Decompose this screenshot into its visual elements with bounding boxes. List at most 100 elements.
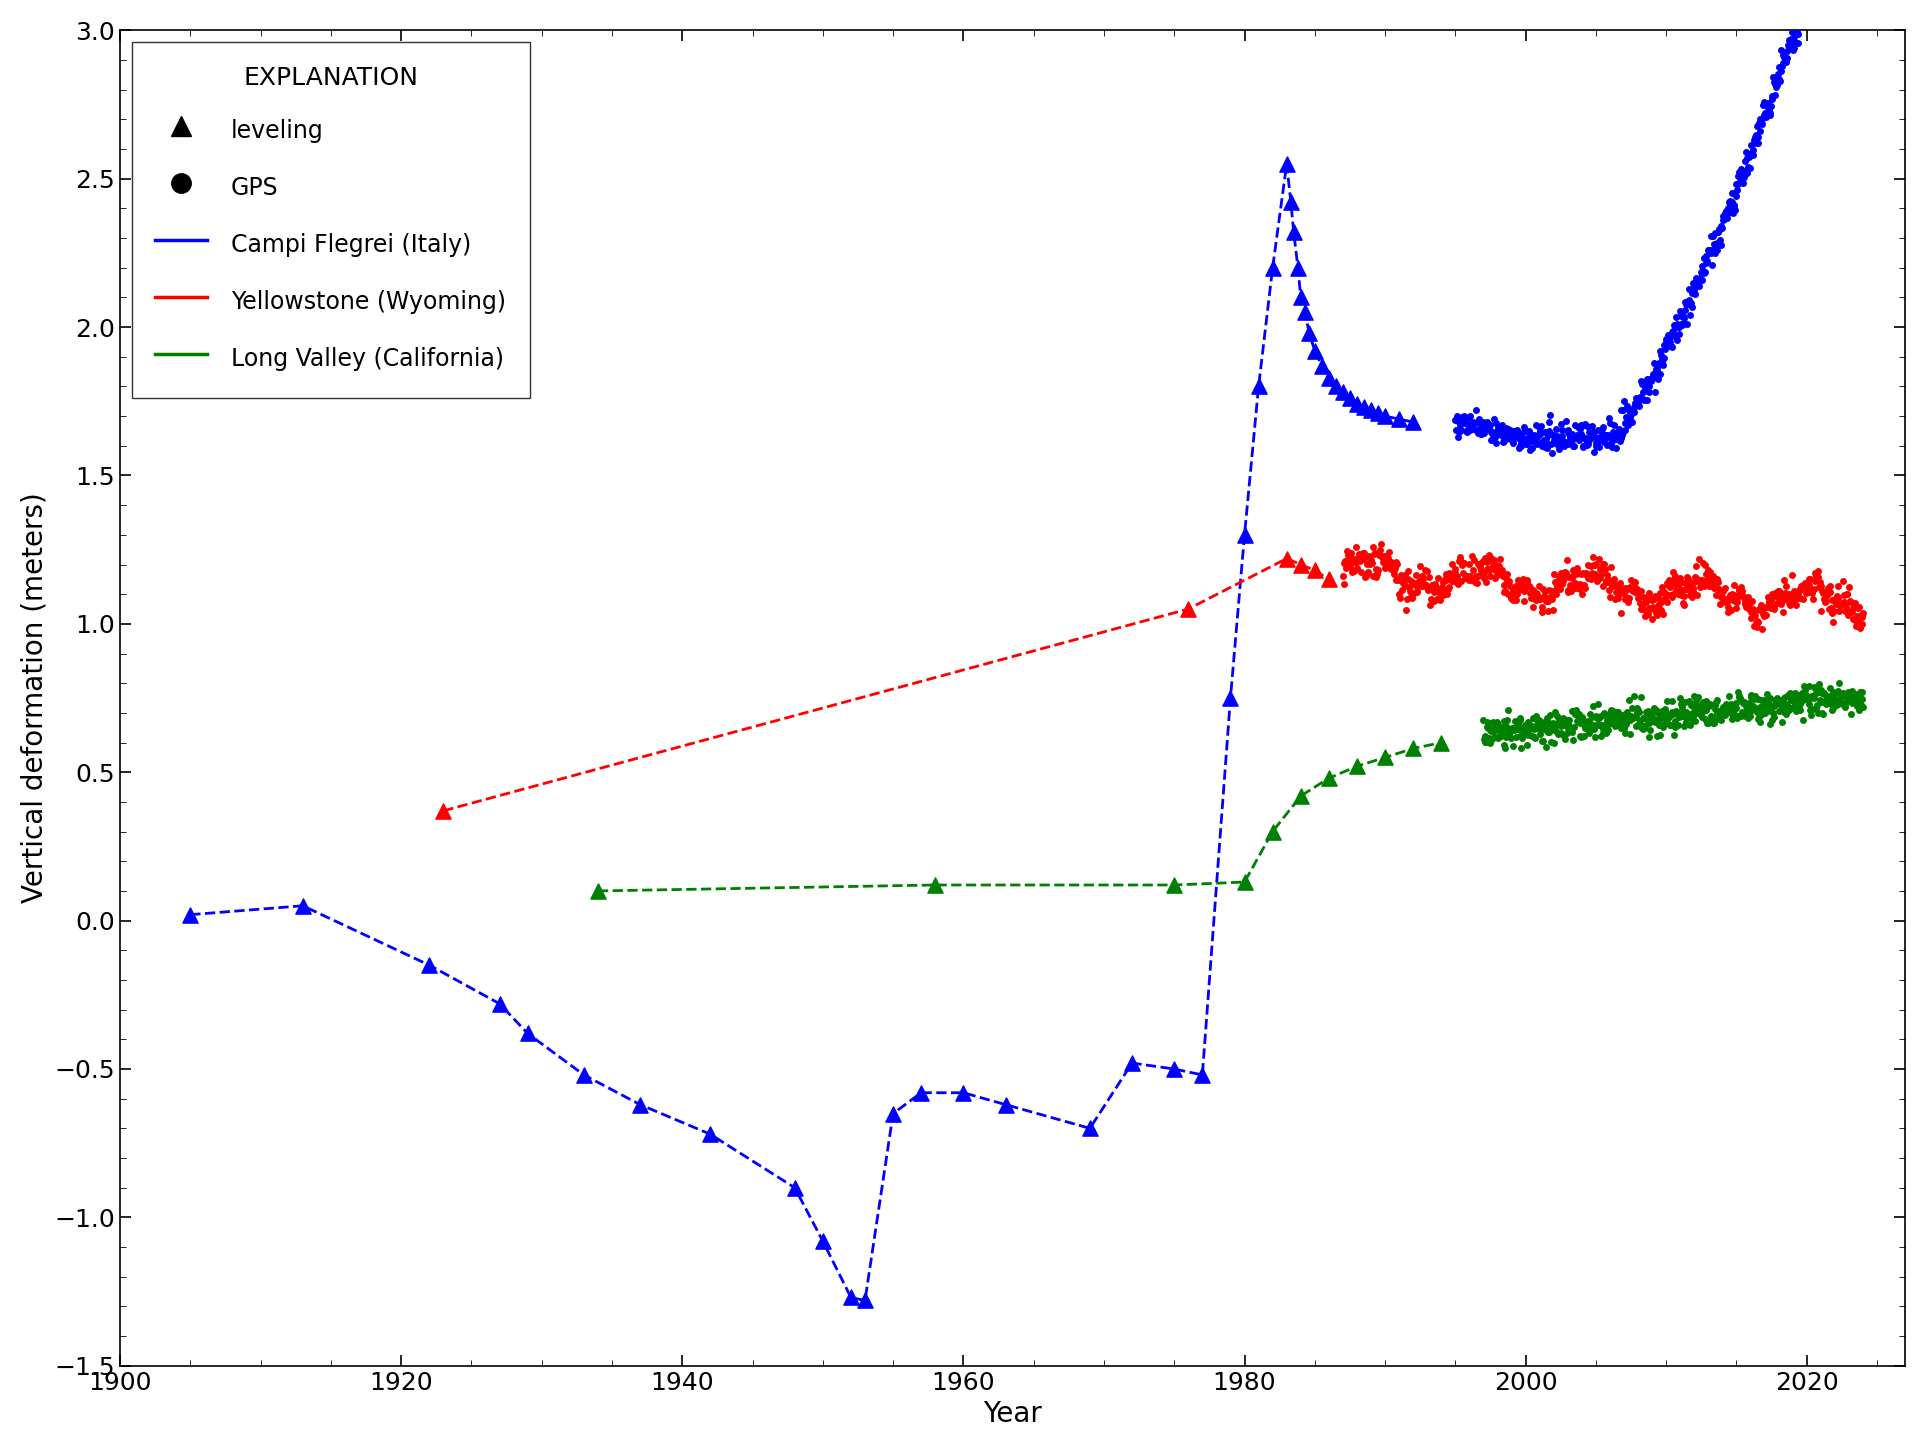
Point [1456,545,1487,568]
Point [1791,0,1822,12]
Point [1764,688,1795,711]
Point [1745,110,1776,133]
Point [1809,588,1839,611]
Point [1489,427,1520,451]
Point [1539,429,1570,452]
Point [1529,717,1560,740]
Point [1839,593,1870,616]
Point [1612,587,1643,610]
Point [1722,172,1753,196]
Point [1491,709,1522,732]
Point [1705,229,1735,252]
Point [1475,546,1506,569]
Point [1685,571,1716,594]
Point [1701,690,1731,713]
Point [1832,690,1862,713]
Point [1471,710,1502,733]
Point [1541,578,1572,601]
Point [1495,717,1525,740]
Point [1616,578,1647,601]
Point [414,953,445,977]
Point [1676,291,1706,314]
Point [1610,587,1641,610]
Point [1664,706,1695,729]
Point [1391,598,1421,622]
Point [1778,39,1809,62]
Point [1333,539,1364,562]
Point [1508,432,1539,455]
Point [1502,713,1533,736]
Point [1714,700,1745,723]
Point [1720,597,1751,620]
Point [1581,713,1612,736]
Point [1643,714,1674,738]
Point [1585,724,1616,748]
Point [1414,577,1444,600]
Point [1654,582,1685,606]
Point [1356,549,1387,572]
Point [1406,565,1437,588]
Point [1683,268,1714,291]
Point [1591,569,1622,593]
Point [1787,0,1818,22]
Point [1778,584,1809,607]
Point [1645,598,1676,622]
Point [1803,565,1834,588]
Point [1801,694,1832,717]
Point [1283,256,1314,280]
Point [1633,581,1664,604]
Point [1500,588,1531,611]
Point [1685,267,1716,290]
Point [1485,723,1516,746]
Point [1329,572,1360,596]
Point [1643,701,1674,724]
Point [1639,588,1670,611]
Point [1356,552,1387,575]
Point [1678,577,1708,600]
Point [1776,688,1807,711]
Point [1681,270,1712,293]
Point [1726,584,1757,607]
Point [1543,711,1574,735]
Point [1585,567,1616,590]
Point [1591,722,1622,745]
Point [1477,554,1508,577]
Point [1641,603,1672,626]
Point [1835,600,1866,623]
Point [1560,698,1591,722]
Point [1816,601,1847,625]
Point [1404,569,1435,593]
Point [1581,432,1612,455]
Point [1733,597,1764,620]
Point [1491,562,1522,585]
Point [1693,559,1724,582]
Point [1824,687,1855,710]
Point [1816,681,1847,704]
Point [1579,716,1610,739]
Point [1550,430,1581,454]
Point [1778,580,1809,603]
Point [1508,416,1539,439]
Point [1545,565,1575,588]
Point [1425,581,1456,604]
Point [1568,435,1599,458]
Point [1768,688,1799,711]
Point [1487,716,1518,739]
Point [1497,726,1527,749]
Point [1568,413,1599,436]
Point [1396,587,1427,610]
Point [1597,427,1627,451]
Point [1758,706,1789,729]
Point [1695,704,1726,727]
Point [1437,569,1468,593]
Point [1749,597,1780,620]
Point [1314,367,1344,390]
Point [1830,690,1861,713]
Point [1676,581,1706,604]
Point [1391,574,1421,597]
Point [1339,559,1369,582]
Point [1314,767,1344,790]
Point [1421,575,1452,598]
Point [1614,709,1645,732]
Point [1706,217,1737,241]
